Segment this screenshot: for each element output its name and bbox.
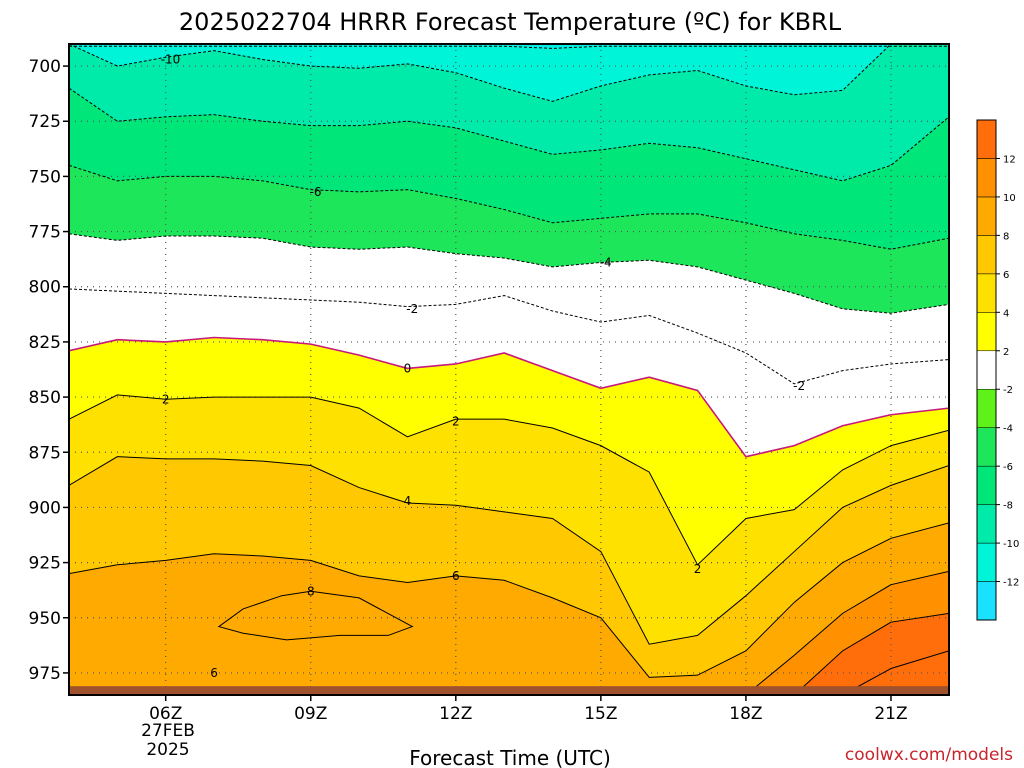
x-tick-label: 18Z bbox=[729, 704, 762, 724]
temperature-band-above-6 bbox=[69, 522, 949, 695]
colorbar-tick-label: -10 bbox=[1003, 539, 1019, 550]
colorbar-tick-label: 6 bbox=[1003, 270, 1009, 281]
colorbar-tick-label: -2 bbox=[1003, 385, 1013, 396]
date-label-day: 27FEB bbox=[141, 721, 195, 741]
y-tick-label: 775 bbox=[29, 223, 61, 243]
colorbar-tick-label: 8 bbox=[1003, 231, 1009, 242]
colorbar-swatch bbox=[976, 273, 997, 313]
colorbar-swatch bbox=[976, 350, 997, 390]
contour-label: -6 bbox=[310, 185, 322, 199]
contour-label: -10 bbox=[161, 52, 181, 66]
colorbar-tick-label: -8 bbox=[1003, 501, 1013, 512]
x-tick-label: 15Z bbox=[584, 704, 617, 724]
x-axis-label: Forecast Time (UTC) bbox=[409, 746, 611, 768]
contour-label: 6 bbox=[452, 569, 460, 583]
colorbar-tick-label: 4 bbox=[1003, 308, 1009, 319]
y-tick-label: 900 bbox=[29, 498, 61, 518]
colorbar-tick-label: 10 bbox=[1003, 193, 1016, 204]
contour-label: 0 bbox=[404, 361, 412, 375]
colorbar-swatch bbox=[976, 196, 997, 236]
colorbar-swatch bbox=[976, 119, 997, 159]
contour-label: 2 bbox=[162, 392, 170, 406]
isotherm--10 bbox=[69, 44, 949, 102]
ground-strip bbox=[69, 686, 949, 695]
isotherm--12 bbox=[69, 45, 949, 49]
colorbar-swatch bbox=[976, 312, 997, 352]
plot-frame bbox=[68, 43, 950, 696]
contour-label: -4 bbox=[600, 255, 612, 269]
colorbar: -12 -10 -8 -6 -4 -2 2 4 6 8 10 12 bbox=[976, 119, 1019, 621]
isotherm-8 bbox=[69, 570, 949, 695]
colorbar-tick-label: -12 bbox=[1003, 578, 1019, 589]
y-tick-label: 700 bbox=[29, 57, 61, 77]
y-tick-label: 925 bbox=[29, 554, 61, 574]
plot-border bbox=[68, 43, 950, 696]
chart-title: 2025022704 HRRR Forecast Temperature (ºC… bbox=[179, 8, 842, 36]
x-tick-label: 12Z bbox=[439, 704, 472, 724]
isotherm-4 bbox=[69, 456, 949, 645]
colorbar-tick-label: -4 bbox=[1003, 424, 1013, 435]
contour-label: 4 bbox=[404, 494, 412, 508]
colorbar-swatch bbox=[976, 388, 997, 428]
y-tick-label: 875 bbox=[29, 443, 61, 463]
y-axis: 700 725 750 775 800 825 850 875 900 925 950 975 bbox=[29, 57, 69, 684]
contour-label: 2 bbox=[452, 414, 460, 428]
y-tick-label: 825 bbox=[29, 333, 61, 353]
isotherm--4 bbox=[69, 233, 949, 314]
credit-text: coolwx.com/models bbox=[845, 745, 1013, 765]
isotherm--8 bbox=[69, 87, 949, 182]
colorbar-tick-label: -6 bbox=[1003, 462, 1013, 473]
y-tick-label: 850 bbox=[29, 388, 61, 408]
colorbar-swatch bbox=[976, 158, 997, 198]
plot-area: -10 -6 -4 -2 -2 0 2 2 2 4 6 6 8 bbox=[69, 44, 949, 695]
colorbar-swatch bbox=[976, 504, 997, 544]
warm-pocket-fill bbox=[218, 591, 413, 640]
colorbar-swatch bbox=[976, 235, 997, 275]
isotherm-0 bbox=[69, 336, 949, 458]
isotherm-8-pocket bbox=[217, 590, 414, 641]
colorbar-swatch bbox=[976, 581, 997, 621]
contour-label: 6 bbox=[210, 666, 218, 680]
x-axis: 06Z 09Z 12Z 15Z 18Z 21Z bbox=[149, 695, 908, 724]
y-tick-label: 975 bbox=[29, 664, 61, 684]
colorbar-swatch bbox=[976, 465, 997, 505]
colorbar-swatch bbox=[976, 427, 997, 467]
isotherm-2 bbox=[69, 394, 949, 566]
y-tick-label: 950 bbox=[29, 609, 61, 629]
contour-label: 2 bbox=[694, 562, 702, 576]
y-tick-label: 750 bbox=[29, 167, 61, 187]
colorbar-border bbox=[976, 119, 997, 621]
x-tick-label: 09Z bbox=[294, 704, 327, 724]
isotherm-6 bbox=[69, 522, 949, 678]
colorbar-tick-label: 2 bbox=[1003, 347, 1009, 358]
x-tick-label: 06Z bbox=[149, 704, 182, 724]
isotherm--6 bbox=[69, 164, 949, 250]
colorbar-tick-label: 12 bbox=[1003, 154, 1016, 165]
y-tick-label: 725 bbox=[29, 112, 61, 132]
colorbar-swatch bbox=[976, 542, 997, 582]
isotherm--2 bbox=[69, 288, 949, 385]
contour-label: -2 bbox=[793, 379, 805, 393]
y-tick-label: 800 bbox=[29, 278, 61, 298]
contour-label: -2 bbox=[406, 302, 418, 316]
contour-label: 8 bbox=[307, 584, 315, 598]
date-label-year: 2025 bbox=[146, 740, 189, 760]
x-tick-label: 21Z bbox=[874, 704, 907, 724]
plot-content: -10 -6 -4 -2 -2 0 2 2 2 4 6 6 8 bbox=[69, 44, 949, 695]
